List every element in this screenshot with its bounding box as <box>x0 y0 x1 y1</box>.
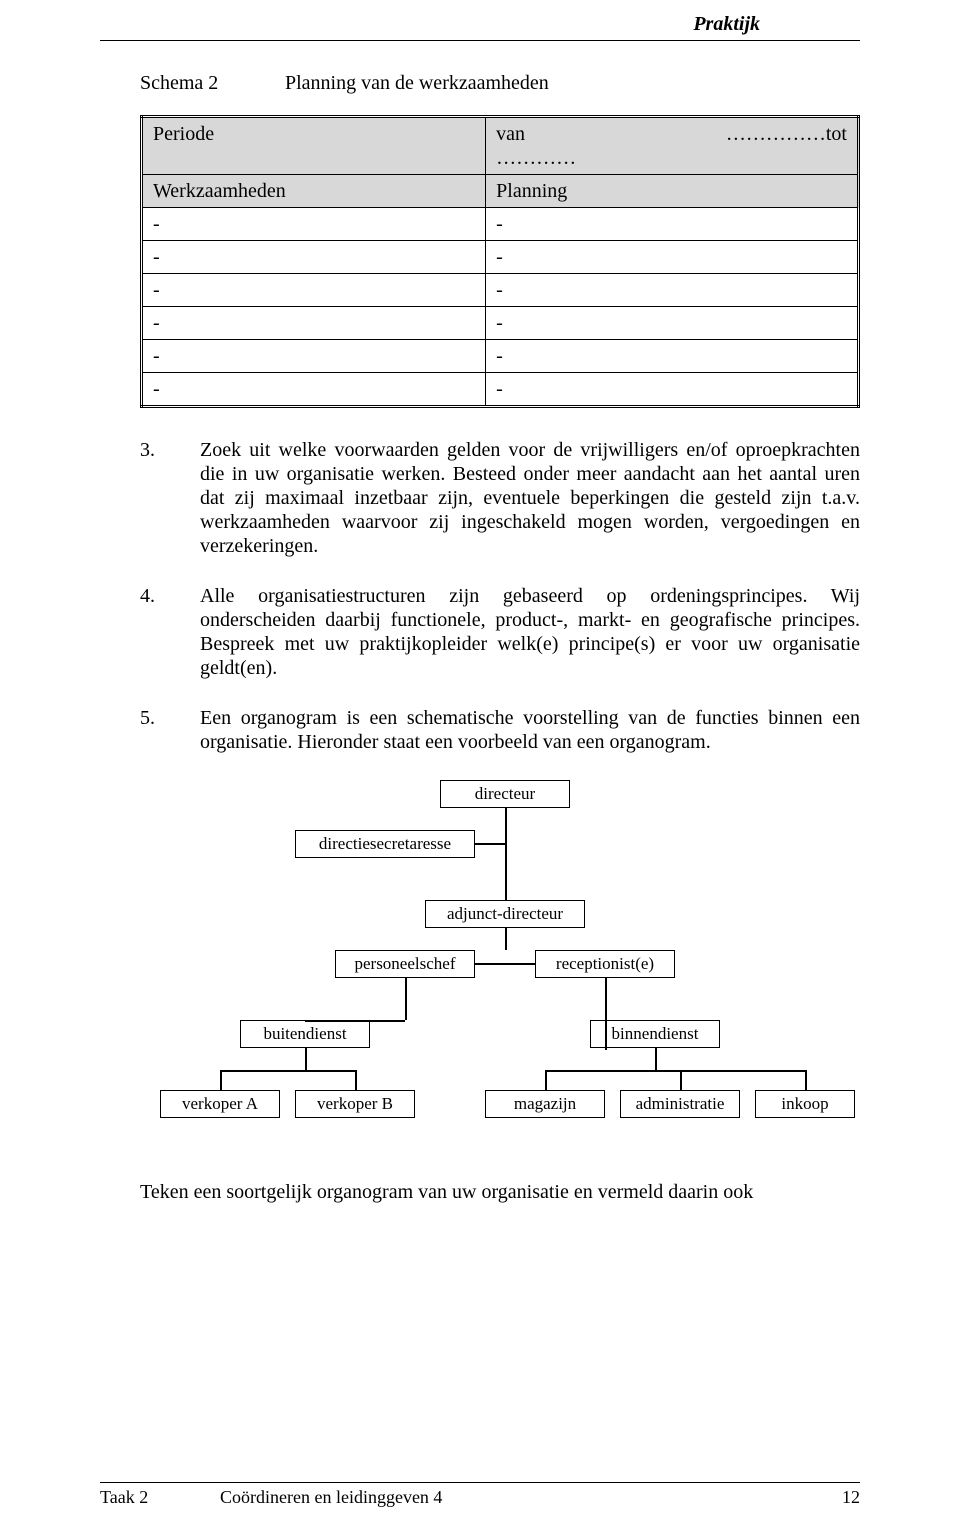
item-number: 4. <box>140 584 200 680</box>
list-item-5: 5. Een organogram is een schematische vo… <box>140 706 860 754</box>
footer-page-number: 12 <box>800 1487 860 1509</box>
table-cell: - <box>142 340 486 373</box>
org-node-personeelschef: personeelschef <box>335 950 475 978</box>
org-connector <box>305 1020 405 1022</box>
table-cell: - <box>142 274 486 307</box>
org-connector <box>655 1047 657 1070</box>
org-connector <box>805 1070 807 1090</box>
org-connector <box>680 1070 682 1090</box>
table-cell: - <box>486 373 859 407</box>
org-connector <box>220 1070 355 1072</box>
item-text: Zoek uit welke voorwaarden gelden voor d… <box>200 438 860 558</box>
org-node-verkoperA: verkoper A <box>160 1090 280 1118</box>
org-connector <box>605 977 607 1050</box>
table-cell: - <box>142 373 486 407</box>
table-cell: - <box>142 208 486 241</box>
table-cell: - <box>486 307 859 340</box>
dots-line2: ………… <box>496 146 847 170</box>
page-header: Praktijk <box>100 0 860 41</box>
table-cell-periode: Periode <box>142 117 486 175</box>
org-node-directeur: directeur <box>440 780 570 808</box>
table-cell: - <box>142 307 486 340</box>
org-node-receptionist: receptionist(e) <box>535 950 675 978</box>
org-connector <box>505 807 507 900</box>
table-cell: - <box>486 274 859 307</box>
org-connector <box>545 1070 547 1090</box>
org-node-adjunct: adjunct-directeur <box>425 900 585 928</box>
table-cell: - <box>486 241 859 274</box>
table-cell-werkzaamheden: Werkzaamheden <box>142 175 486 208</box>
page-footer: Taak 2 Coördineren en leidinggeven 4 12 <box>100 1482 860 1509</box>
org-connector <box>505 927 507 950</box>
org-node-buitendienst: buitendienst <box>240 1020 370 1048</box>
footer-center: Coördineren en leidinggeven 4 <box>220 1487 800 1509</box>
org-connector <box>475 843 505 845</box>
item-number: 5. <box>140 706 200 754</box>
closing-text: Teken een soortgelijk organogram van uw … <box>140 1180 860 1204</box>
item-number: 3. <box>140 438 200 558</box>
list-item-4: 4. Alle organisatiestructuren zijn gebas… <box>140 584 860 680</box>
org-node-administratie: administratie <box>620 1090 740 1118</box>
van-label: van <box>496 122 525 146</box>
table-cell: - <box>486 340 859 373</box>
table-cell-planning: Planning <box>486 175 859 208</box>
schema-label: Schema 2 <box>140 71 280 95</box>
org-connector <box>405 977 407 1020</box>
numbered-list: 3. Zoek uit welke voorwaarden gelden voo… <box>140 438 860 754</box>
org-connector <box>220 1070 222 1090</box>
org-node-binnendienst: binnendienst <box>590 1020 720 1048</box>
org-chart: directeur directiesecretaresse adjunct-dir… <box>140 780 860 1150</box>
list-item-3: 3. Zoek uit welke voorwaarden gelden voo… <box>140 438 860 558</box>
org-node-verkoperB: verkoper B <box>295 1090 415 1118</box>
planning-table: Periode van ……………tot ………… Werkzaamheden … <box>140 115 860 408</box>
org-node-directiesecr: directiesecretaresse <box>295 830 475 858</box>
tot-label: ……………tot <box>726 122 847 146</box>
footer-left: Taak 2 <box>100 1487 220 1509</box>
org-connector <box>475 963 535 965</box>
org-node-inkoop: inkoop <box>755 1090 855 1118</box>
dots <box>525 122 726 146</box>
table-cell-van-tot: van ……………tot ………… <box>486 117 859 175</box>
item-text: Een organogram is een schematische voors… <box>200 706 860 754</box>
header-section: Praktijk <box>693 13 760 35</box>
schema-heading: Schema 2 Planning van de werkzaamheden <box>140 71 860 95</box>
table-cell: - <box>486 208 859 241</box>
org-connector <box>545 1070 805 1072</box>
table-cell: - <box>142 241 486 274</box>
org-connector <box>355 1070 357 1090</box>
schema-title: Planning van de werkzaamheden <box>285 72 549 94</box>
item-text: Alle organisatiestructuren zijn gebaseer… <box>200 584 860 680</box>
org-connector <box>305 1047 307 1070</box>
page-content: Schema 2 Planning van de werkzaamheden P… <box>0 41 960 1204</box>
org-node-magazijn: magazijn <box>485 1090 605 1118</box>
